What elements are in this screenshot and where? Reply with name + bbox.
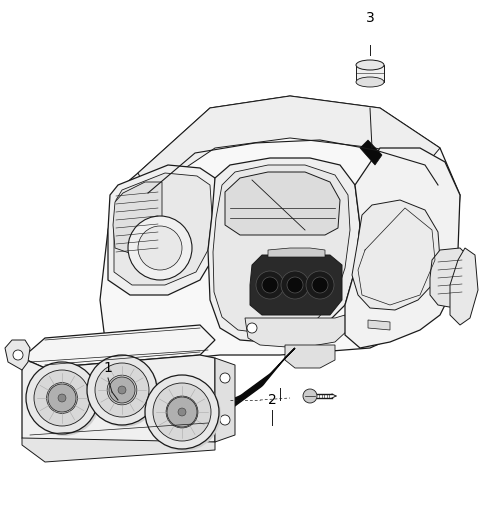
Circle shape [281,271,309,299]
Ellipse shape [356,60,384,70]
Polygon shape [245,315,348,348]
Circle shape [87,355,157,425]
Circle shape [48,384,76,412]
Polygon shape [268,248,325,257]
Polygon shape [22,355,215,455]
Circle shape [153,383,211,441]
Polygon shape [213,165,350,333]
Circle shape [13,350,23,360]
Circle shape [303,389,317,403]
Ellipse shape [356,77,384,87]
Polygon shape [108,165,220,295]
Polygon shape [5,340,30,370]
Circle shape [287,277,303,293]
Polygon shape [225,172,340,235]
Polygon shape [250,255,342,315]
Circle shape [58,394,66,402]
Circle shape [178,408,186,416]
Circle shape [145,375,219,449]
Circle shape [220,373,230,383]
Circle shape [247,323,257,333]
Polygon shape [356,65,384,82]
Circle shape [262,277,278,293]
Circle shape [95,363,149,417]
Circle shape [166,396,198,428]
Polygon shape [352,200,440,310]
Circle shape [220,415,230,425]
Circle shape [147,377,221,451]
Polygon shape [430,248,472,308]
Polygon shape [208,158,360,342]
Polygon shape [360,140,382,165]
Polygon shape [22,438,215,462]
Circle shape [167,397,197,427]
Circle shape [118,386,126,394]
Circle shape [312,277,328,293]
Polygon shape [100,96,460,360]
Circle shape [306,271,334,299]
Text: 2: 2 [268,393,276,407]
Polygon shape [285,345,335,368]
Circle shape [138,226,182,270]
Polygon shape [368,320,390,330]
Polygon shape [345,148,460,348]
Text: 3: 3 [366,11,374,25]
Polygon shape [122,348,295,428]
Circle shape [256,271,284,299]
Circle shape [109,377,135,403]
Circle shape [26,362,98,434]
Text: 1: 1 [104,361,112,375]
Polygon shape [450,248,478,325]
Circle shape [34,370,90,426]
Circle shape [107,375,137,405]
Polygon shape [22,325,215,368]
Polygon shape [138,96,440,193]
Circle shape [128,216,192,280]
Circle shape [28,364,100,436]
Polygon shape [114,173,212,285]
Circle shape [89,357,159,427]
Polygon shape [113,182,162,255]
Polygon shape [215,358,235,442]
Circle shape [47,383,77,413]
